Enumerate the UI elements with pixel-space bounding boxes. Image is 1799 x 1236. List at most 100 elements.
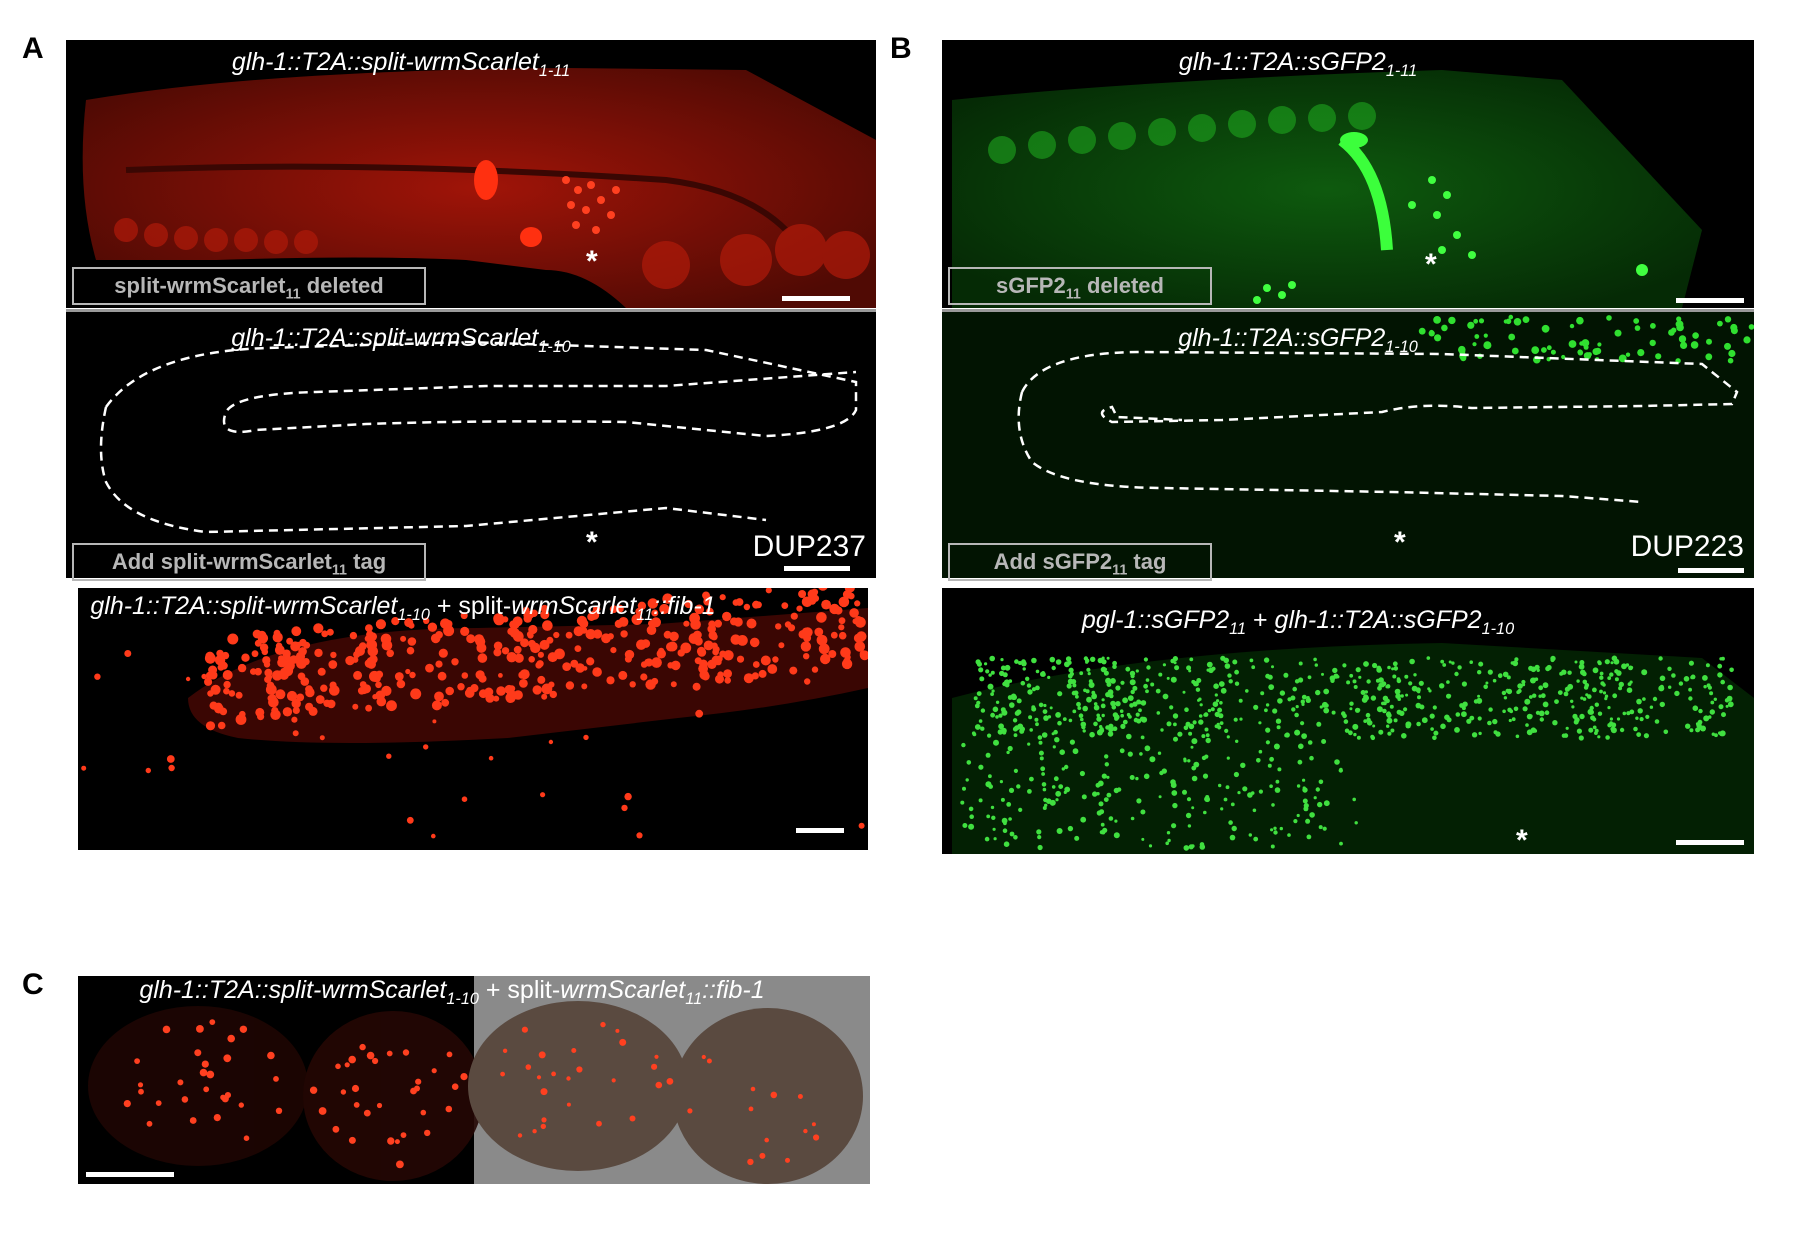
- fluorescent-spot: [1306, 696, 1310, 700]
- fluorescent-spot: [1698, 708, 1703, 714]
- fluorescent-spot: [1473, 318, 1479, 324]
- fluorescent-spot: [600, 1021, 606, 1028]
- fluorescent-spot: [1130, 674, 1135, 679]
- fluorescent-spot: [365, 624, 373, 632]
- fluorescent-spot: [1072, 709, 1077, 714]
- fluorescent-spot: [1429, 713, 1435, 719]
- fluorescent-spot: [962, 823, 968, 828]
- fluorescent-spot: [1469, 715, 1475, 721]
- fluorescent-spot: [1041, 672, 1046, 677]
- fluorescent-spot: [1101, 713, 1105, 718]
- fluorescent-spot: [1203, 713, 1207, 717]
- fluorescent-spot: [1250, 791, 1255, 795]
- fluorescent-spot: [1000, 658, 1004, 662]
- fluorescent-spot: [565, 631, 573, 639]
- fluorescent-spot: [1093, 721, 1098, 727]
- fluorescent-spot: [1365, 712, 1371, 718]
- fluorescent-spot: [968, 806, 974, 812]
- fluorescent-spot: [619, 1038, 627, 1046]
- fluorescent-spot: [1729, 667, 1734, 673]
- fluorescent-spot: [1115, 685, 1121, 691]
- fluorescent-spot: [610, 647, 617, 654]
- fluorescent-spot: [1172, 802, 1178, 809]
- fluorescent-spot: [1218, 713, 1224, 719]
- fluorescent-spot: [1051, 732, 1055, 736]
- fluorescent-spot: [194, 1049, 202, 1057]
- fluorescent-spot: [1315, 689, 1321, 696]
- fluorescent-spot: [519, 679, 528, 688]
- fluorescent-spot: [984, 662, 988, 666]
- fluorescent-spot: [1633, 726, 1638, 732]
- fluorescent-spot: [974, 724, 981, 730]
- fluorescent-spot: [1550, 655, 1556, 662]
- fluorescent-spot: [203, 1086, 210, 1093]
- fluorescent-spot: [1252, 808, 1257, 813]
- fluorescent-spot: [1191, 738, 1198, 745]
- fluorescent-spot: [1055, 798, 1059, 802]
- fluorescent-spot: [1051, 785, 1056, 789]
- fluorescent-spot: [991, 815, 996, 820]
- fluorescent-spot: [410, 1087, 417, 1095]
- fluorescent-spot: [1635, 716, 1639, 720]
- fluorescent-spot: [1000, 665, 1006, 671]
- fluorescent-spot: [513, 645, 522, 654]
- fluorescent-spot: [1540, 693, 1546, 699]
- fluorescent-spot: [1039, 756, 1044, 761]
- fluorescent-spot: [1696, 722, 1702, 728]
- fluorescent-spot: [1705, 663, 1710, 668]
- fluorescent-spot: [1360, 690, 1366, 695]
- fluorescent-spot: [365, 704, 372, 712]
- fluorescent-spot: [1318, 779, 1324, 785]
- fluorescent-spot: [326, 628, 334, 636]
- fluorescent-spot: [1085, 689, 1090, 694]
- fluorescent-spot: [235, 691, 243, 699]
- fluorescent-spot: [359, 1043, 366, 1051]
- fluorescent-spot: [1205, 737, 1211, 744]
- fluorescent-spot: [1182, 789, 1187, 795]
- fluorescent-spot: [1541, 324, 1550, 333]
- fluorescent-spot: [711, 642, 718, 650]
- asterisk-marker: *: [1516, 824, 1528, 854]
- fluorescent-spot: [1441, 324, 1448, 332]
- fluorescent-spot: [1378, 677, 1384, 683]
- fluorescent-spot: [816, 612, 827, 623]
- fluorescent-spot: [979, 676, 985, 682]
- fluorescent-spot: [746, 618, 757, 629]
- fluorescent-spot: [697, 648, 707, 657]
- fluorescent-spot: [1116, 787, 1122, 792]
- fluorescent-spot: [1043, 797, 1048, 803]
- fluorescent-spot: [1342, 713, 1347, 719]
- fluorescent-spot: [687, 1108, 693, 1114]
- fluorescent-spot: [1025, 676, 1030, 681]
- fluorescent-spot: [485, 693, 495, 703]
- fluorescent-spot: [332, 1125, 340, 1133]
- fluorescent-spot: [1505, 318, 1512, 325]
- fluorescent-spot: [1298, 743, 1304, 750]
- fluorescent-spot: [683, 620, 690, 627]
- fluorescent-spot: [1146, 665, 1151, 670]
- fluorescent-spot: [549, 690, 557, 699]
- fluorescent-spot: [1218, 681, 1225, 687]
- fluorescent-spot: [345, 655, 355, 666]
- fluorescent-spot: [408, 622, 415, 629]
- fluorescent-spot: [1567, 670, 1572, 675]
- fluorescent-spot: [985, 752, 991, 758]
- fluorescent-spot: [1044, 803, 1048, 807]
- fluorescent-spot: [993, 739, 999, 746]
- fluorescent-spot: [992, 706, 999, 713]
- fluorescent-spot: [820, 653, 831, 665]
- fluorescent-spot: [1487, 720, 1492, 726]
- fluorescent-spot: [1397, 697, 1401, 701]
- fluorescent-spot: [162, 1025, 171, 1034]
- fluorescent-spot: [510, 619, 520, 629]
- fluorescent-spot: [1457, 665, 1462, 670]
- fluorescent-spot: [1610, 727, 1615, 731]
- fluorescent-spot: [1654, 719, 1660, 724]
- fluorescent-spot: [997, 729, 1003, 735]
- fluorescent-spot: [1274, 787, 1281, 793]
- fluorescent-spot: [366, 1051, 375, 1060]
- fluorescent-spot: [1028, 715, 1033, 720]
- fluorescent-spot: [575, 663, 585, 673]
- fluorescent-spot: [1213, 683, 1219, 689]
- fluorescent-spot: [1129, 703, 1134, 708]
